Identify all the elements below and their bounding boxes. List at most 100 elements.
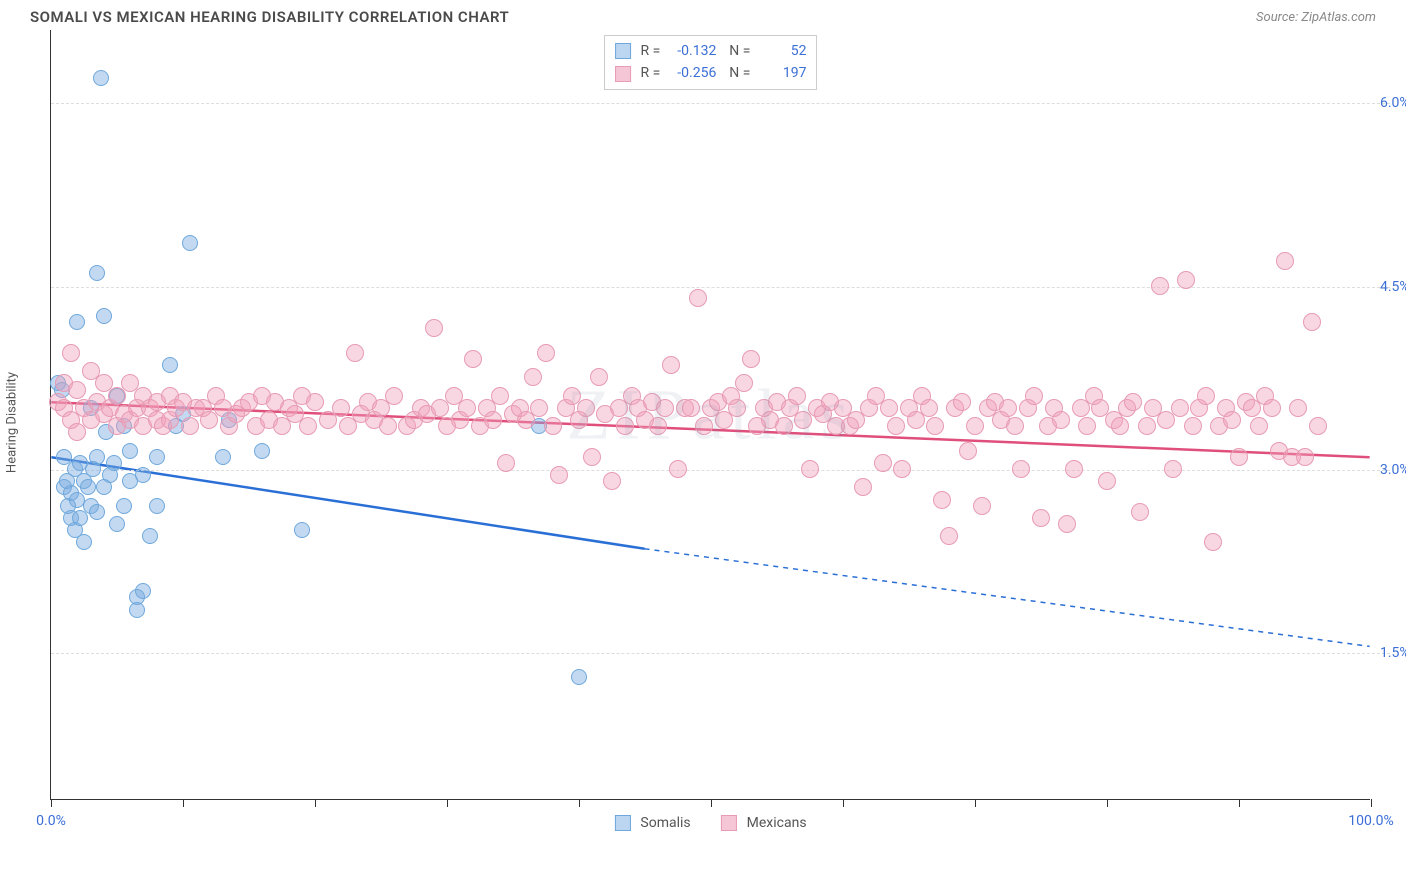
- data-point: [122, 443, 138, 459]
- data-point: [215, 449, 231, 465]
- data-point: [106, 455, 122, 471]
- x-tick: [579, 799, 580, 807]
- data-point: [920, 399, 938, 417]
- data-point: [999, 399, 1017, 417]
- gridline: [51, 653, 1390, 654]
- data-point: [1223, 411, 1241, 429]
- data-point: [1197, 387, 1215, 405]
- y-tick-label: 6.0%: [1380, 95, 1406, 111]
- swatch-somalis: [615, 43, 631, 59]
- data-point: [728, 399, 746, 417]
- data-point: [93, 70, 109, 86]
- swatch-mexicans-bottom: [721, 815, 737, 831]
- data-point: [1065, 460, 1083, 478]
- data-point: [1052, 411, 1070, 429]
- n-value-somalis: 52: [756, 40, 806, 62]
- r-label: R =: [641, 62, 661, 84]
- data-point: [854, 478, 872, 496]
- data-point: [68, 381, 86, 399]
- data-point: [1138, 417, 1156, 435]
- data-point: [464, 350, 482, 368]
- data-point: [583, 448, 601, 466]
- x-tick-label: 0.0%: [36, 813, 66, 829]
- data-point: [458, 399, 476, 417]
- data-point: [299, 417, 317, 435]
- data-point: [933, 491, 951, 509]
- data-point: [544, 417, 562, 435]
- legend-label-mexicans: Mexicans: [747, 815, 807, 831]
- data-point: [801, 460, 819, 478]
- data-point: [959, 442, 977, 460]
- data-point: [425, 319, 443, 337]
- data-point: [649, 417, 667, 435]
- x-tick: [447, 799, 448, 807]
- data-point: [953, 393, 971, 411]
- y-axis-label: Hearing Disability: [5, 372, 20, 473]
- data-point: [116, 498, 132, 514]
- x-tick: [183, 799, 184, 807]
- data-point: [346, 344, 364, 362]
- x-tick-label: 100.0%: [1348, 813, 1393, 829]
- data-point: [385, 387, 403, 405]
- data-point: [1263, 399, 1281, 417]
- data-point: [1098, 472, 1116, 490]
- data-point: [1164, 460, 1182, 478]
- data-point: [80, 479, 96, 495]
- data-point: [497, 454, 515, 472]
- data-point: [874, 454, 892, 472]
- data-point: [1032, 509, 1050, 527]
- data-point: [294, 522, 310, 538]
- data-point: [254, 443, 270, 459]
- legend-row-mexicans: R = -0.256 N = 197: [615, 62, 807, 84]
- n-value-mexicans: 197: [756, 62, 806, 84]
- data-point: [530, 399, 548, 417]
- y-tick-label: 3.0%: [1380, 462, 1406, 478]
- data-point: [590, 368, 608, 386]
- r-value-somalis: -0.132: [666, 40, 716, 62]
- data-point: [1184, 417, 1202, 435]
- data-point: [682, 399, 700, 417]
- data-point: [662, 356, 680, 374]
- data-point: [1111, 417, 1129, 435]
- data-point: [1078, 417, 1096, 435]
- legend-bottom: Somalis Mexicans: [614, 815, 806, 831]
- x-tick: [51, 799, 52, 807]
- data-point: [887, 417, 905, 435]
- gridline: [51, 103, 1390, 104]
- data-point: [1124, 393, 1142, 411]
- data-point: [76, 534, 92, 550]
- data-point: [182, 235, 198, 251]
- data-point: [966, 417, 984, 435]
- data-point: [89, 504, 105, 520]
- data-point: [1058, 515, 1076, 533]
- data-point: [735, 374, 753, 392]
- data-point: [1177, 271, 1195, 289]
- data-point: [1151, 277, 1169, 295]
- data-point: [1276, 252, 1294, 270]
- legend-item-mexicans: Mexicans: [721, 815, 807, 831]
- y-tick-label: 4.5%: [1380, 279, 1406, 295]
- data-point: [62, 344, 80, 362]
- y-tick-label: 1.5%: [1380, 645, 1406, 661]
- data-point: [379, 417, 397, 435]
- data-point: [603, 472, 621, 490]
- data-point: [109, 516, 125, 532]
- x-tick: [975, 799, 976, 807]
- data-point: [149, 449, 165, 465]
- data-point: [129, 602, 145, 618]
- swatch-somalis-bottom: [614, 815, 630, 831]
- gridline: [51, 470, 1390, 471]
- data-point: [1230, 448, 1248, 466]
- legend-label-somalis: Somalis: [640, 815, 690, 831]
- data-point: [880, 399, 898, 417]
- scatter-plot: ZIPatlas R = -0.132 N = 52 R = -0.256 N …: [50, 30, 1370, 800]
- data-point: [96, 308, 112, 324]
- x-tick: [711, 799, 712, 807]
- data-point: [491, 387, 509, 405]
- data-point: [1171, 399, 1189, 417]
- legend-stats: R = -0.132 N = 52 R = -0.256 N = 197: [604, 35, 818, 90]
- legend-item-somalis: Somalis: [614, 815, 690, 831]
- n-label: N =: [722, 40, 750, 62]
- data-point: [135, 467, 151, 483]
- x-tick: [315, 799, 316, 807]
